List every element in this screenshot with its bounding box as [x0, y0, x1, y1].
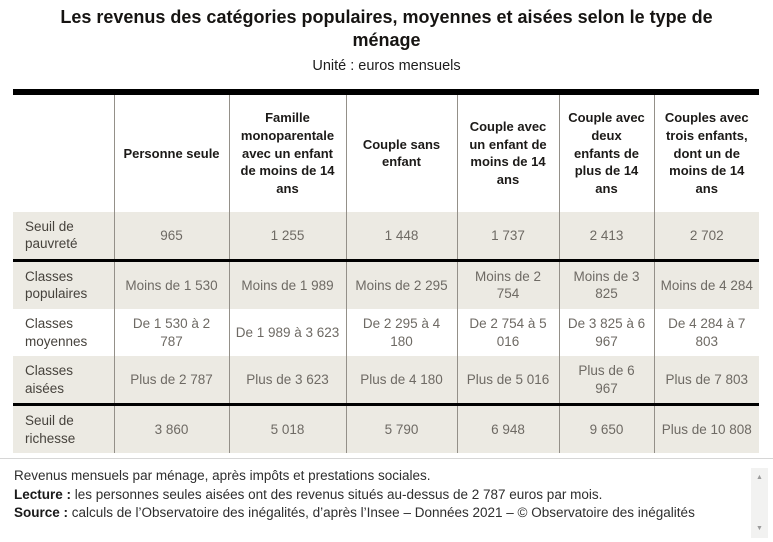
scroll-down-icon[interactable]: ▼	[756, 525, 763, 532]
value-cell: 5 018	[228, 404, 346, 454]
row-label: Classes aisées	[25, 363, 74, 396]
income-table-container: Personne seule Famille monoparentale avec…	[13, 89, 760, 454]
table-row: Classes populaires Moins de 1 530 Moins de…	[13, 260, 759, 309]
value-cell: 1 737	[456, 211, 559, 261]
value-cell: Moins de 1 530	[113, 260, 229, 309]
column-header: Couples avec trois enfants, dont un de m…	[653, 91, 759, 212]
value-cell: Plus de 3 623	[228, 356, 346, 405]
value-cell: Moins de 3 825	[558, 260, 654, 309]
column-header: Famille monoparentale avec un enfant de …	[228, 91, 346, 212]
value-cell: 1 448	[345, 211, 457, 261]
table-row: Seuil de pauvreté 965 1 255 1 448 1 737 2 413…	[13, 211, 759, 261]
value-cell: De 2 295 à 4 180	[345, 308, 457, 357]
note-lecture: Lecture : les personnes seules aisées on…	[14, 486, 743, 505]
value-cell: De 3 825 à 6 967	[558, 308, 654, 357]
footnotes: Revenus mensuels par ménage, après impôt…	[0, 458, 773, 542]
value-cell: Plus de 6 967	[558, 356, 654, 405]
value-cell: Plus de 5 016	[456, 356, 559, 405]
value-cell: 965	[113, 211, 229, 261]
row-label: Classes moyennes	[25, 315, 88, 349]
table-section-classes: Classes populaires Moins de 1 530 Moins de…	[13, 260, 759, 405]
table-header-row-group: Personne seule Famille monoparentale avec…	[13, 91, 759, 212]
column-header: Personne seule	[113, 91, 229, 212]
value-cell: 9 650	[558, 404, 654, 454]
table-row: Seuil de richesse 3 860 5 018 5 790 6 948 9 6…	[13, 404, 759, 454]
value-cell: 1 255	[228, 211, 346, 261]
note-description: Revenus mensuels par ménage, après impôt…	[14, 468, 431, 483]
source-label: Source :	[14, 505, 69, 521]
unit-subtitle: Unité : euros mensuels	[312, 57, 461, 74]
lecture-text: les personnes seules aisées ont des reve…	[71, 486, 603, 502]
value-cell: Plus de 2 787	[113, 356, 229, 405]
lecture-label: Lecture :	[14, 486, 72, 502]
row-label: Classes populaires	[25, 268, 88, 302]
row-label: Seuil de richesse	[25, 413, 76, 446]
column-header: Couple avec un enfant de moins de 14 ans	[456, 91, 559, 212]
value-cell: De 4 284 à 7 803	[653, 308, 759, 357]
value-cell: Plus de 7 803	[653, 356, 759, 405]
corner-cell	[13, 91, 114, 212]
value-cell: 5 790	[345, 404, 457, 454]
value-cell: Plus de 4 180	[345, 356, 457, 405]
table-row: Classes moyennes De 1 530 à 2 787 De 1 989…	[13, 308, 759, 357]
value-cell: De 2 754 à 5 016	[456, 308, 559, 357]
value-cell: Moins de 4 284	[653, 260, 759, 309]
value-cell: Moins de 2 754	[456, 260, 559, 309]
value-cell: Moins de 1 989	[228, 260, 346, 309]
scrollbar[interactable]: ▲ ▼	[751, 468, 768, 538]
row-label: Seuil de pauvreté	[25, 218, 78, 252]
value-cell: Moins de 2 295	[345, 260, 457, 309]
value-cell: 3 860	[113, 404, 229, 454]
header-row: Personne seule Famille monoparentale avec…	[13, 91, 759, 212]
page-title: Les revenus des catégories populaires, m…	[60, 7, 713, 51]
note-source: Source : calculs de l’Observatoire des i…	[14, 504, 743, 523]
column-header: Couple sans enfant	[345, 91, 457, 212]
value-cell: 6 948	[456, 404, 559, 454]
value-cell: Plus de 10 808	[653, 404, 759, 454]
value-cell: De 1 530 à 2 787	[113, 308, 229, 357]
source-text: calculs de l’Observatoire des inégalités…	[68, 505, 695, 521]
income-table: Personne seule Famille monoparentale avec…	[13, 89, 759, 454]
table-row: Classes aisées Plus de 2 787 Plus de 3 623…	[13, 356, 759, 405]
table-section-seuil-de-pauvrete: Seuil de pauvreté 965 1 255 1 448 1 737 2 413…	[13, 211, 759, 261]
value-cell: 2 413	[558, 211, 654, 261]
column-header: Couple avec deux enfants de plus de 14 a…	[558, 91, 654, 212]
value-cell: 2 702	[653, 211, 759, 261]
scroll-up-icon[interactable]: ▲	[756, 474, 763, 481]
value-cell: De 1 989 à 3 623	[228, 308, 346, 357]
table-section-seuil-de-richesse: Seuil de richesse 3 860 5 018 5 790 6 948 9 6…	[13, 404, 759, 454]
